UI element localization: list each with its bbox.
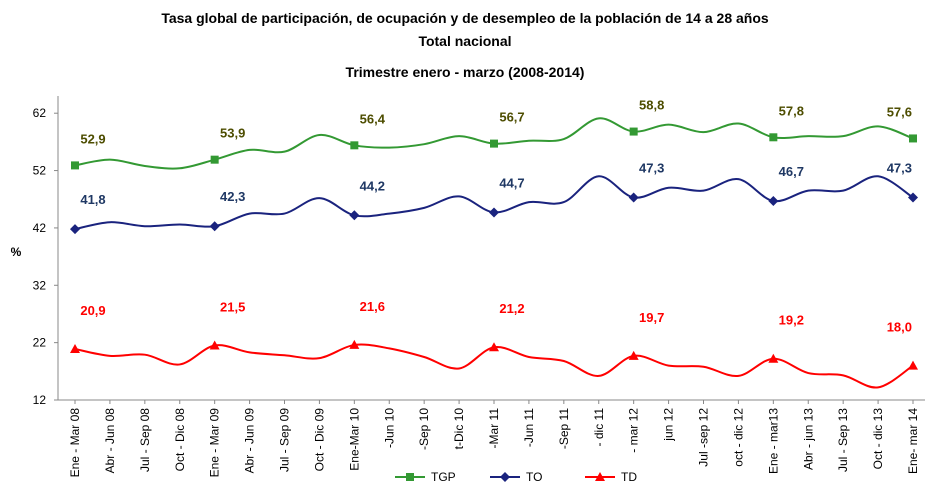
value-label: 53,9 (220, 126, 245, 141)
marker (908, 360, 918, 370)
marker (768, 195, 779, 206)
value-label: 21,5 (220, 300, 245, 315)
x-tick-label: Abr - Jun 08 (103, 408, 117, 474)
x-tick-label: Oct - Dic 09 (312, 408, 326, 472)
value-label: 57,8 (779, 103, 804, 118)
marker (71, 161, 79, 170)
marker (210, 155, 219, 164)
x-tick-label: Ene-Mar 10 (347, 408, 361, 471)
marker (406, 473, 414, 481)
marker (628, 192, 639, 203)
marker (209, 340, 220, 350)
marker (909, 134, 917, 143)
x-tick-label: t-Dic 10 (452, 408, 466, 450)
x-tick-label: Ene - mar13 (766, 408, 780, 474)
x-tick-label: -Mar 11 (487, 408, 501, 449)
y-tick-label: 32 (33, 278, 47, 292)
value-label: 20,9 (80, 303, 105, 318)
marker (209, 221, 220, 232)
x-tick-label: Oct - Dic 08 (173, 408, 187, 472)
y-tick-label: 62 (33, 106, 47, 120)
marker (629, 127, 638, 136)
x-tick-label: Ene - Mar 08 (68, 408, 82, 478)
y-tick-label: 42 (33, 221, 47, 235)
x-tick-label: oct - dic 12 (731, 408, 745, 467)
y-axis-label: % (11, 245, 22, 259)
x-tick-label: Ene- mar 14 (906, 408, 920, 474)
x-tick-label: Oct - dic 13 (871, 408, 885, 470)
chart-period: Trimestre enero - marzo (2008-2014) (346, 64, 585, 80)
x-tick-label: -Jun 10 (382, 408, 396, 448)
value-label: 56,4 (360, 111, 386, 126)
marker (490, 139, 498, 148)
value-label: 58,8 (639, 98, 664, 113)
value-label: 56,7 (499, 110, 524, 125)
y-tick-label: 52 (33, 164, 47, 178)
x-tick-label: -Sep 10 (417, 408, 431, 450)
x-tick-label: Jul -sep 12 (697, 408, 711, 467)
value-label: 44,2 (360, 178, 385, 193)
marker (908, 192, 918, 203)
x-tick-label: -Jun 11 (522, 408, 536, 447)
value-label: 57,6 (887, 104, 912, 119)
marker (70, 343, 80, 353)
legend-box (383, 464, 673, 490)
x-tick-label: - dic 11 (592, 408, 606, 447)
legend-label: TD (621, 470, 637, 484)
marker (70, 224, 80, 235)
marker (769, 133, 778, 142)
marker (349, 339, 360, 349)
value-label: 19,7 (639, 310, 664, 325)
value-label: 47,3 (639, 161, 664, 176)
legend-label: TGP (431, 470, 456, 484)
value-label: 21,2 (499, 301, 524, 316)
x-tick-label: -Sep 11 (557, 408, 571, 449)
x-tick-label: Jul - Sep 13 (836, 408, 850, 472)
legend: TGP TO TD (383, 464, 673, 490)
x-tick-label: Abr - Jun 09 (243, 408, 257, 474)
marker (489, 342, 499, 352)
marker (500, 472, 510, 482)
marker (349, 210, 360, 221)
marker (628, 350, 639, 360)
value-label: 18,0 (887, 320, 912, 335)
value-label: 41,8 (80, 192, 105, 207)
marker (768, 353, 779, 363)
value-label: 47,3 (887, 161, 912, 176)
value-label: 52,9 (80, 131, 105, 146)
y-tick-label: 12 (33, 393, 47, 407)
marker (489, 207, 499, 218)
x-tick-label: jun 12 (662, 408, 676, 442)
series-line (74, 175, 914, 231)
value-label: 44,7 (499, 175, 524, 190)
x-tick-label: - mar 12 (627, 408, 641, 453)
value-label: 42,3 (220, 189, 245, 204)
x-tick-label: Jul - Sep 09 (278, 408, 292, 472)
chart-subtitle: Total nacional (418, 33, 511, 49)
value-label: 21,6 (360, 299, 385, 314)
x-tick-label: Jul - Sep 08 (138, 408, 152, 472)
marker (595, 472, 605, 481)
x-tick-label: Abr - jun 13 (801, 408, 815, 470)
y-tick-label: 22 (33, 336, 47, 350)
value-label: 19,2 (779, 313, 804, 328)
legend-label: TO (526, 470, 542, 484)
x-tick-label: Ene - Mar 09 (208, 408, 222, 478)
value-label: 46,7 (779, 164, 804, 179)
chart-title: Tasa global de participación, de ocupaci… (161, 10, 769, 26)
marker (350, 141, 359, 150)
